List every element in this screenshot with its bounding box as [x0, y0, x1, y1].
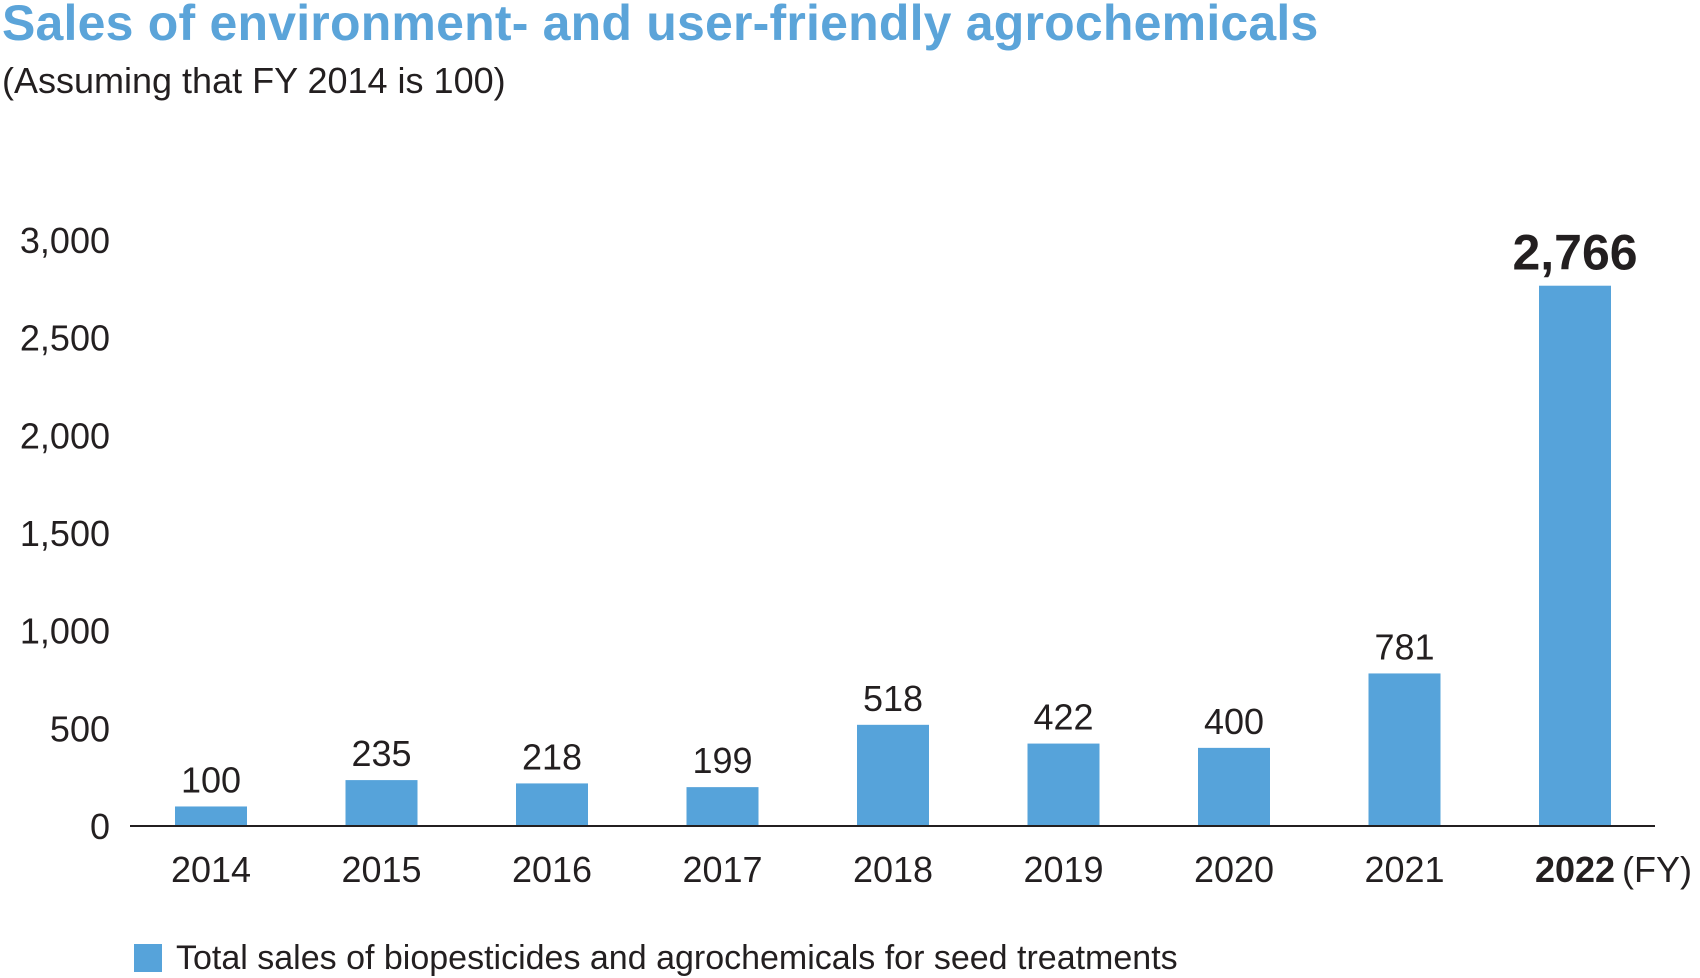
y-tick-label: 2,500	[20, 318, 110, 359]
x-tick-label: 2016	[512, 849, 592, 890]
bar-value-label: 518	[863, 678, 923, 719]
legend: Total sales of biopesticides and agroche…	[134, 938, 1178, 978]
x-tick-label: 2021	[1364, 849, 1444, 890]
bar-value-label: 218	[522, 736, 582, 777]
x-tick-label: 2022	[1535, 849, 1615, 890]
bar-value-label: 199	[692, 740, 752, 781]
x-tick-label: 2018	[853, 849, 933, 890]
x-axis-unit-label: (FY)	[1622, 849, 1692, 890]
bar	[1539, 285, 1611, 826]
x-tick-label: 2017	[682, 849, 762, 890]
bar-value-label: 235	[351, 733, 411, 774]
chart-subtitle: (Assuming that FY 2014 is 100)	[2, 60, 506, 101]
x-tick-label: 2019	[1023, 849, 1103, 890]
y-tick-label: 2,000	[20, 415, 110, 456]
y-tick-label: 500	[50, 708, 110, 749]
bar	[857, 724, 929, 826]
chart-title: Sales of environment- and user-friendly …	[2, 0, 1319, 51]
bar-value-label: 100	[181, 759, 241, 800]
legend-swatch	[134, 944, 162, 972]
bar-chart: 0 500 1,000 1,500 2,000 2,500 3,000 100 2014 235 2…	[20, 220, 1692, 890]
bar	[175, 806, 247, 826]
legend-label: Total sales of biopesticides and agroche…	[176, 938, 1178, 977]
x-tick-label: 2015	[341, 849, 421, 890]
y-tick-label: 1,000	[20, 611, 110, 652]
bar	[1368, 673, 1441, 826]
x-tick-label: 2014	[171, 849, 251, 890]
y-tick-label: 0	[90, 806, 110, 847]
bar	[516, 783, 588, 826]
bar-value-label: 400	[1204, 701, 1264, 742]
x-tick-label: 2020	[1194, 849, 1274, 890]
bar	[345, 780, 418, 826]
bar	[1198, 747, 1270, 826]
bar	[686, 787, 759, 826]
bar-value-label: 2,766	[1512, 225, 1637, 281]
bar-value-label: 422	[1033, 697, 1093, 738]
bar	[1027, 743, 1100, 826]
bar-value-label: 781	[1374, 626, 1434, 667]
y-tick-label: 1,500	[20, 513, 110, 554]
y-tick-label: 3,000	[20, 220, 110, 261]
